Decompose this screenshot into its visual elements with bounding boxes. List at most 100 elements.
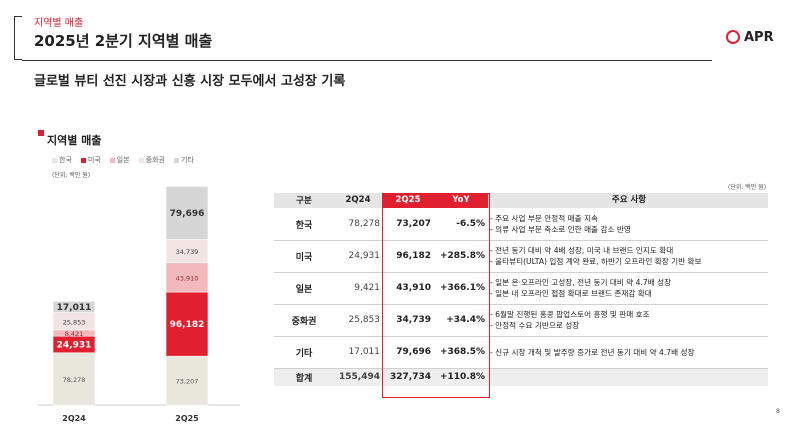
header: 지역별 매출 2025년 2분기 지역별 매출	[0, 12, 800, 64]
note-line: - 일본 내 오프라인 접점 확대로 브랜드 존재감 확대	[490, 289, 652, 298]
note-line: - 신규 시장 개척 및 발주량 증가로 전년 동기 대비 약 4.7배 성장	[490, 347, 695, 357]
x-tick-label: 2Q24	[62, 414, 86, 423]
page-title: 2025년 2분기 지역별 매출	[34, 32, 213, 50]
row-2q25: 96,182	[382, 240, 434, 273]
row-yoy: +368.5%	[434, 336, 488, 369]
table-row-china: 중화권 25,853 34,739 +34.4% - 6월말 진행된 홍콩 팝업…	[274, 304, 768, 337]
row-2q24: 17,011	[334, 336, 382, 369]
legend-label: 미국	[87, 156, 101, 164]
data-label: 73,207	[176, 378, 199, 386]
legend-item-other: 기타	[174, 155, 194, 165]
row-yoy: -6.5%	[434, 208, 488, 241]
row-yoy: +285.8%	[434, 240, 488, 273]
row-2q24: 25,853	[334, 304, 382, 337]
legend-item-japan: 일본	[109, 155, 130, 165]
legend-item-korea: 한국	[52, 155, 72, 165]
row-notes: - 주요 사업 부문 안정적 매출 지속 - 의류 사업 부문 축소로 인한 매…	[488, 208, 768, 241]
table-row-japan: 일본 9,421 43,910 +366.1% - 일본 온·오프라인 고성장,…	[274, 272, 768, 305]
note-line: - 안정적 수요 기반으로 성장	[490, 321, 580, 330]
row-2q25: 73,207	[382, 208, 434, 241]
table-row-other: 기타 17,011 79,696 +368.5% - 신규 시장 개척 및 발주…	[274, 336, 768, 369]
header-yoy: YoY	[434, 193, 488, 209]
bar-segment-2q25-4	[165, 186, 209, 240]
red-square-icon	[38, 130, 44, 136]
legend-item-usa: 미국	[80, 155, 101, 165]
legend-label: 한국	[59, 156, 72, 164]
total-notes	[488, 368, 768, 386]
section-label: 지역별 매출	[34, 18, 84, 29]
legend-swatch	[174, 157, 179, 163]
legend-swatch	[80, 157, 86, 163]
sales-table: 구분 2Q24 2Q25 YoY 주요 사항 한국 78,278 73,207 …	[274, 193, 768, 386]
total-2q24: 155,494	[334, 368, 382, 386]
data-label: 34,739	[176, 248, 199, 256]
page-subtitle: 글로벌 뷰티 선진 시장과 신흥 시장 모두에서 고성장 기록	[34, 74, 346, 89]
stacked-bar-chart: 78,278 24,931 8,421 25,853 17,011 2Q24 73,207 9…	[38, 186, 240, 423]
chart-title: 지역별 매출	[47, 134, 102, 147]
total-yoy: +110.8%	[434, 368, 488, 386]
legend-swatch	[109, 157, 115, 163]
note-line: - 6월말 진행된 홍콩 팝업스토어 흥행 및 판매 호조	[490, 310, 650, 319]
row-yoy: +366.1%	[434, 272, 488, 305]
row-2q25: 43,910	[382, 272, 434, 305]
logo-text: APR	[744, 29, 774, 45]
header-2q24: 2Q24	[334, 193, 382, 209]
row-yoy: +34.4%	[434, 304, 488, 337]
table-row-korea: 한국 78,278 73,207 -6.5% - 주요 사업 부문 안정적 매출…	[274, 208, 768, 241]
row-category: 한국	[274, 208, 334, 241]
legend-label: 일본	[116, 156, 130, 164]
x-tick-label: 2Q25	[175, 414, 199, 423]
row-notes: - 일본 온·오프라인 고성장, 전년 동기 대비 약 4.7배 성장 - 일본…	[488, 272, 768, 305]
legend-swatch	[138, 157, 144, 163]
row-2q24: 78,278	[334, 208, 382, 241]
note-line: - 일본 온·오프라인 고성장, 전년 동기 대비 약 4.7배 성장	[490, 278, 672, 287]
row-2q25: 79,696	[382, 336, 434, 369]
data-label: 17,011	[57, 303, 92, 313]
table-row-total: 합계 155,494 327,734 +110.8%	[274, 368, 768, 386]
total-category: 합계	[274, 368, 334, 386]
row-2q24: 9,421	[334, 272, 382, 305]
apr-logo: APR	[726, 28, 774, 46]
header-bracket	[14, 16, 22, 60]
table-header-row: 구분 2Q24 2Q25 YoY 주요 사항	[274, 193, 768, 209]
note-line: - 주요 사업 부문 안정적 매출 지속	[490, 214, 599, 223]
page-number: 8	[776, 408, 780, 415]
chart-heading: 지역별 매출	[38, 130, 101, 148]
row-category: 일본	[274, 272, 334, 305]
data-label: 8,421	[65, 330, 84, 338]
row-category: 중화권	[274, 304, 334, 337]
data-label: 78,278	[63, 376, 86, 384]
data-label: 25,853	[63, 318, 86, 326]
legend-item-china: 중화권	[138, 155, 165, 165]
legend-swatch	[52, 157, 57, 163]
row-notes: - 6월말 진행된 홍콩 팝업스토어 흥행 및 판매 호조 - 안정적 수요 기…	[488, 304, 768, 337]
row-notes: - 전년 동기 대비 약 4배 성장, 미국 내 브랜드 인지도 확대 - 울타…	[488, 240, 768, 273]
header-divider	[22, 60, 712, 61]
data-label: 79,696	[170, 209, 205, 219]
bar-segment-2q24-4	[52, 300, 96, 313]
logo-ring-icon	[726, 30, 740, 44]
total-2q25: 327,734	[382, 368, 434, 386]
data-label: 24,931	[57, 340, 92, 350]
note-line: - 의류 사업 부문 축소로 인한 매출 감소 반영	[490, 225, 631, 234]
row-2q25: 34,739	[382, 304, 434, 337]
note-line: - 울타뷰티(ULTA) 입점 계약 완료, 하반기 오프라인 확장 기반 확보	[490, 257, 702, 266]
row-2q24: 24,931	[334, 240, 382, 273]
bar-segment-2q24-0	[52, 352, 96, 406]
header-2q25: 2Q25	[382, 193, 434, 209]
header-category: 구분	[274, 193, 334, 209]
bar-segment-2q25-0	[165, 355, 209, 406]
row-notes: - 신규 시장 개척 및 발주량 증가로 전년 동기 대비 약 4.7배 성장	[488, 336, 768, 369]
table-row-usa: 미국 24,931 96,182 +285.8% - 전년 동기 대비 약 4배…	[274, 240, 768, 273]
table-unit-label: (단위: 백만 원)	[728, 184, 767, 191]
header-notes: 주요 사항	[488, 193, 768, 209]
row-category: 미국	[274, 240, 334, 273]
note-line: - 전년 동기 대비 약 4배 성장, 미국 내 브랜드 인지도 확대	[490, 246, 674, 255]
row-category: 기타	[274, 336, 334, 369]
chart-legend: 한국 미국 일본 중화권 기타	[52, 155, 203, 165]
data-label: 96,182	[170, 320, 205, 330]
legend-label: 기타	[181, 156, 194, 164]
legend-label: 중화권	[145, 156, 165, 164]
chart-unit-label: (단위: 백만 원)	[52, 172, 91, 179]
data-label: 43,910	[176, 274, 199, 282]
